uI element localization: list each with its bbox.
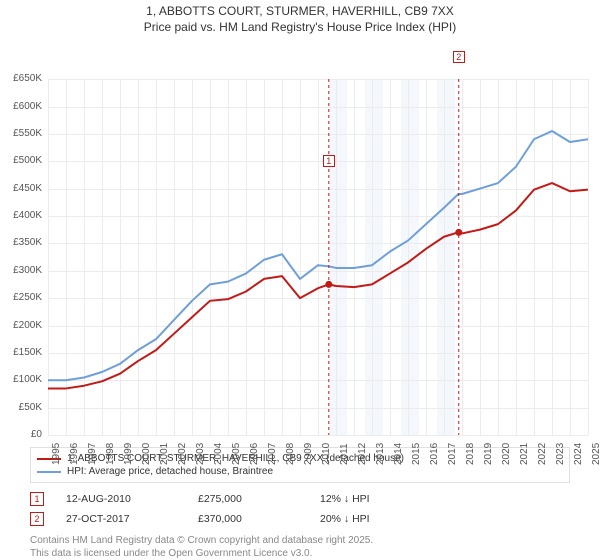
- y-tick-label: £600K: [0, 101, 42, 112]
- event-price: £370,000: [198, 513, 298, 525]
- attribution-footer: Contains HM Land Registry data © Crown c…: [30, 535, 570, 560]
- gridline-v: [588, 79, 589, 435]
- event-delta: 12% ↓ HPI: [320, 493, 420, 505]
- chart-area: £0 £50K £100K £150K £200K £250K £300K £350K £400…: [0, 37, 600, 447]
- x-tick-label: 2024: [573, 443, 584, 465]
- event-row: 1 12-AUG-2010 £275,000 12% ↓ HPI: [30, 489, 570, 509]
- x-tick-label: 2008: [285, 443, 296, 465]
- y-tick-label: £550K: [0, 128, 42, 139]
- y-tick-label: £500K: [0, 155, 42, 166]
- x-tick-label: 2017: [447, 443, 458, 465]
- event-row: 2 27-OCT-2017 £370,000 20% ↓ HPI: [30, 509, 570, 529]
- y-tick-label: £450K: [0, 183, 42, 194]
- event-date: 12-AUG-2010: [66, 493, 176, 505]
- chart-title-block: 1, ABBOTTS COURT, STURMER, HAVERHILL, CB…: [0, 0, 600, 37]
- title-line-2: Price paid vs. HM Land Registry's House …: [0, 20, 600, 36]
- footer-line-1: Contains HM Land Registry data © Crown c…: [30, 535, 373, 546]
- y-tick-label: £250K: [0, 292, 42, 303]
- x-tick-label: 2015: [411, 443, 422, 465]
- x-tick-label: 2002: [177, 443, 188, 465]
- y-tick-label: £400K: [0, 210, 42, 221]
- event-marker-box: 2: [453, 51, 465, 63]
- x-tick-label: 1996: [69, 443, 80, 465]
- x-tick-label: 2022: [537, 443, 548, 465]
- legend-row: HPI: Average price, detached house, Brai…: [37, 465, 563, 478]
- x-tick-label: 2018: [465, 443, 476, 465]
- x-tick-label: 2000: [141, 443, 152, 465]
- plot-area: [48, 79, 588, 435]
- title-line-1: 1, ABBOTTS COURT, STURMER, HAVERHILL, CB…: [0, 4, 600, 20]
- event-delta: 20% ↓ HPI: [320, 513, 420, 525]
- event-marker-box: 1: [323, 155, 335, 167]
- legend-swatch: [37, 471, 61, 473]
- x-tick-label: 1995: [51, 443, 62, 465]
- x-tick-label: 2013: [375, 443, 386, 465]
- y-tick-label: £300K: [0, 265, 42, 276]
- x-tick-label: 2001: [159, 443, 170, 465]
- x-tick-label: 2006: [249, 443, 260, 465]
- event-price: £275,000: [198, 493, 298, 505]
- y-tick-label: £0: [0, 429, 42, 440]
- event-row-marker: 2: [30, 512, 44, 526]
- y-tick-label: £650K: [0, 73, 42, 84]
- x-tick-label: 1998: [105, 443, 116, 465]
- x-tick-label: 2014: [393, 443, 404, 465]
- x-tick-label: 2016: [429, 443, 440, 465]
- gridline-h: [48, 435, 588, 436]
- event-dot: [325, 281, 332, 288]
- x-tick-label: 2012: [357, 443, 368, 465]
- y-tick-label: £200K: [0, 320, 42, 331]
- x-tick-label: 2004: [213, 443, 224, 465]
- x-tick-label: 2023: [555, 443, 566, 465]
- x-tick-label: 2019: [483, 443, 494, 465]
- x-tick-label: 2010: [321, 443, 332, 465]
- events-table: 1 12-AUG-2010 £275,000 12% ↓ HPI 2 27-OCT-201…: [30, 489, 570, 529]
- x-tick-label: 2025: [591, 443, 600, 465]
- x-tick-label: 1997: [87, 443, 98, 465]
- y-tick-label: £50K: [0, 402, 42, 413]
- event-row-marker: 1: [30, 492, 44, 506]
- x-tick-label: 2021: [519, 443, 530, 465]
- x-tick-label: 1999: [123, 443, 134, 465]
- x-tick-label: 2020: [501, 443, 512, 465]
- x-tick-label: 2003: [195, 443, 206, 465]
- y-tick-label: £350K: [0, 237, 42, 248]
- x-tick-label: 2005: [231, 443, 242, 465]
- event-date: 27-OCT-2017: [66, 513, 176, 525]
- legend-label: HPI: Average price, detached house, Brai…: [67, 466, 273, 477]
- series-svg: [48, 79, 588, 435]
- x-tick-label: 2011: [339, 444, 350, 466]
- x-tick-label: 2009: [303, 443, 314, 465]
- x-tick-label: 2007: [267, 443, 278, 465]
- y-tick-label: £150K: [0, 347, 42, 358]
- footer-line-2: This data is licensed under the Open Gov…: [30, 548, 312, 559]
- series-hpi: [48, 131, 588, 380]
- event-dot: [455, 229, 462, 236]
- y-tick-label: £100K: [0, 374, 42, 385]
